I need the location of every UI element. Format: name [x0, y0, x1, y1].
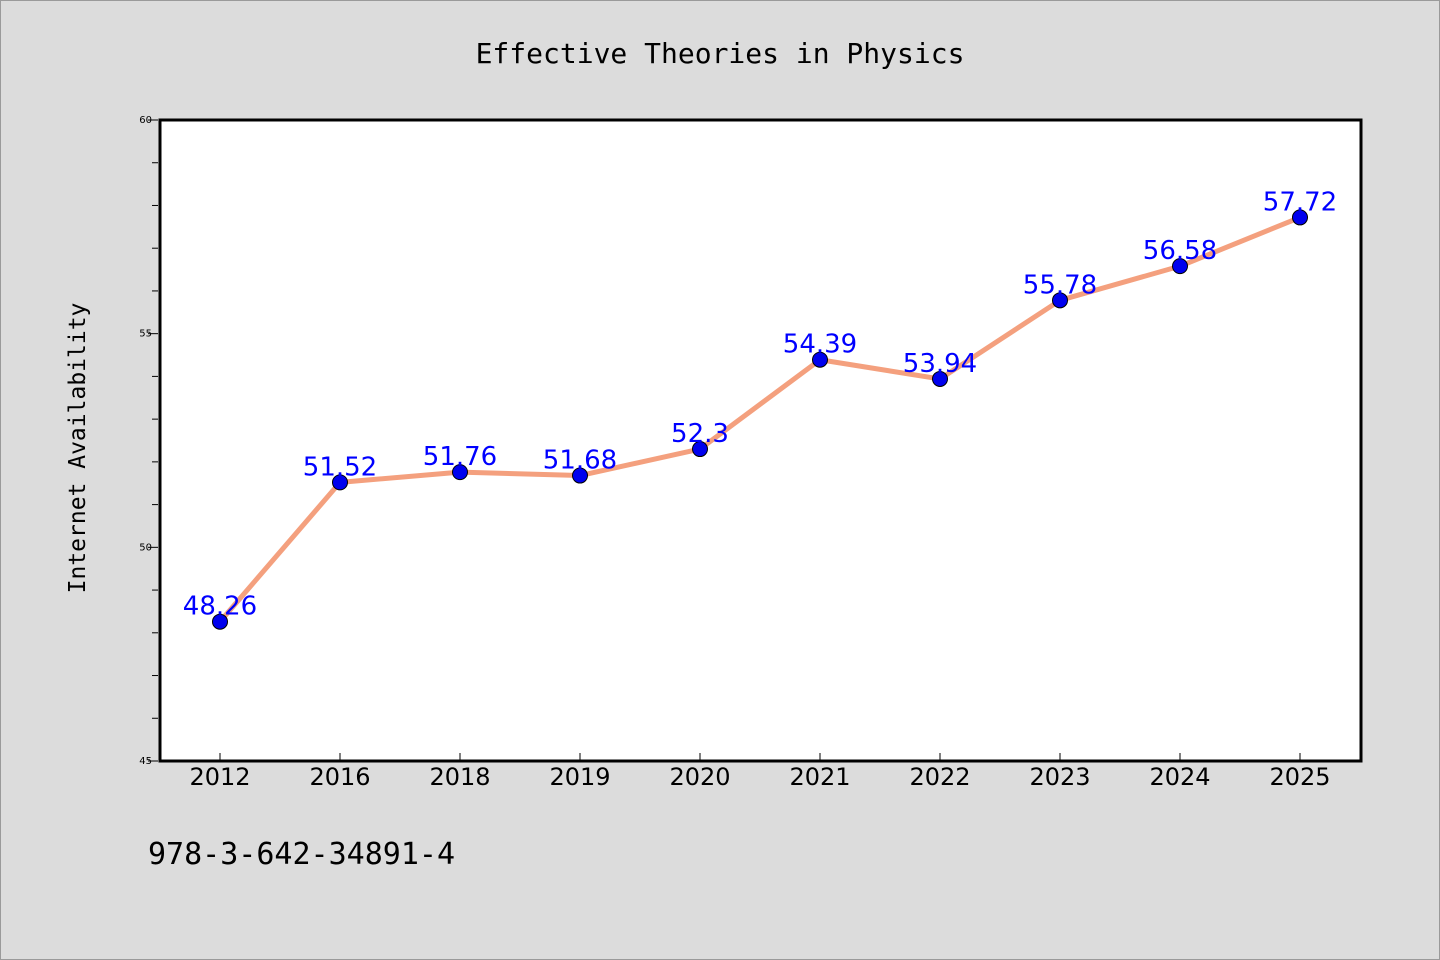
data-point — [212, 613, 228, 630]
data-label: 51.52 — [303, 452, 377, 482]
y-axis: 45 50 55 60 — [139, 115, 158, 767]
data-point — [1292, 209, 1308, 226]
data-point — [1172, 258, 1188, 275]
data-point — [932, 370, 948, 387]
x-tick-label: 2024 — [1149, 763, 1210, 791]
x-tick-label: 2018 — [429, 763, 490, 791]
y-tick-label: 50 — [139, 542, 152, 553]
x-tick-label: 2012 — [189, 763, 250, 791]
series-line — [217, 214, 1303, 625]
data-point — [572, 467, 588, 484]
data-label: 54.39 — [783, 330, 857, 360]
data-label: 56.58 — [1143, 236, 1217, 266]
data-label: 55.78 — [1023, 270, 1097, 300]
plot-border — [158, 118, 1363, 763]
x-tick-label: 2023 — [1029, 763, 1090, 791]
y-tick-label: 60 — [139, 115, 152, 126]
chart-title: Effective Theories in Physics — [476, 37, 965, 70]
y-tick-label: 45 — [139, 756, 152, 767]
x-axis: 2012 2016 2018 2019 2020 2021 2022 2023 2024 2025 — [189, 753, 1331, 791]
data-labels-group: 48.26 51.52 51.76 51.68 52.3 54.39 53.94 55.78 5… — [183, 187, 1337, 621]
x-tick-label: 2019 — [549, 763, 610, 791]
data-label: 57.72 — [1263, 187, 1337, 217]
data-point — [452, 464, 468, 481]
series-line-group — [217, 214, 1303, 625]
x-tick-label: 2021 — [789, 763, 850, 791]
x-tick-label: 2020 — [669, 763, 730, 791]
plot-area — [160, 120, 1361, 761]
y-tick-label: 55 — [139, 329, 152, 340]
data-point — [692, 441, 708, 458]
data-label: 53.94 — [903, 349, 977, 379]
footer-id-text: 978-3-642-34891-4 — [148, 837, 455, 872]
x-tick-label: 2016 — [309, 763, 370, 791]
x-tick-label: 2025 — [1269, 763, 1330, 791]
data-label: 51.76 — [423, 442, 497, 472]
y-axis-label: Internet Availability — [65, 303, 91, 594]
markers-group — [212, 209, 1308, 630]
data-label: 48.26 — [183, 592, 257, 622]
data-label: 52.3 — [671, 419, 729, 449]
x-tick-label: 2022 — [909, 763, 970, 791]
data-label: 51.68 — [543, 446, 617, 476]
data-point — [332, 474, 348, 491]
data-point — [812, 351, 828, 368]
data-point — [1052, 292, 1068, 309]
